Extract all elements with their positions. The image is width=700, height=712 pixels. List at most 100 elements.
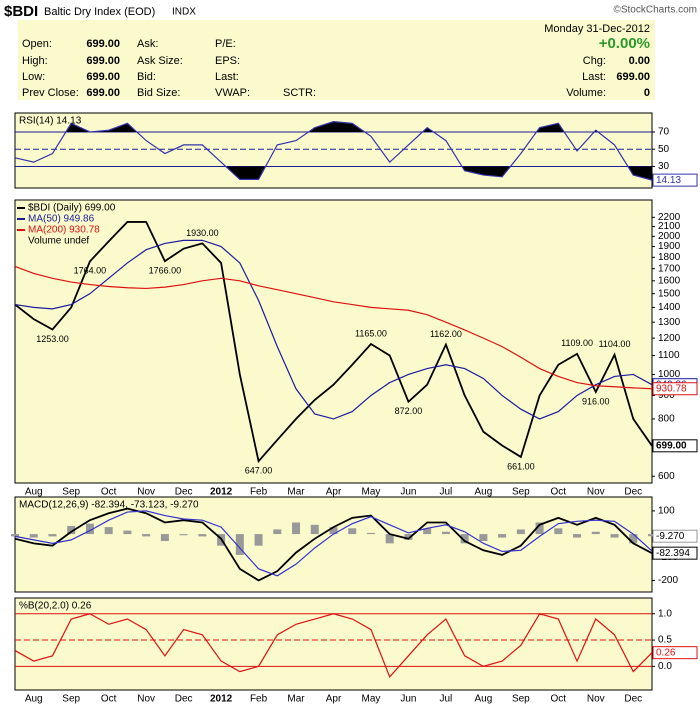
histogram-bar (610, 534, 619, 538)
series-line (14, 613, 653, 678)
x-tick-label: Sep (62, 694, 80, 705)
quote-label: Bid: (137, 71, 156, 83)
quote-label: Ask: (137, 38, 158, 50)
histogram-bar (385, 534, 394, 544)
x-tick-label: Aug (25, 694, 43, 705)
histogram-bar (142, 534, 151, 537)
data-label: 1104.00 (599, 339, 631, 349)
histogram-bar (498, 534, 507, 538)
last-value-label: 699.00 (656, 440, 687, 451)
x-tick-label: Aug (474, 487, 492, 498)
quote-value: 699.00 (616, 71, 650, 83)
x-tick-label: Oct (101, 694, 117, 705)
last-value-label: 14.13 (656, 175, 681, 186)
histogram-bar (198, 534, 207, 537)
y-tick-label: 900 (658, 390, 675, 401)
data-label: 1162.00 (430, 329, 462, 339)
x-tick-label: Nov (587, 694, 605, 705)
histogram-bar (441, 531, 450, 535)
y-tick-label: 2100 (658, 221, 681, 232)
y-tick-label: 2200 (658, 212, 681, 223)
last-value-label: 930.78 (656, 383, 687, 394)
histogram-bar (310, 524, 319, 535)
x-tick-label: Jun (400, 487, 416, 498)
y-tick-label: -200 (658, 575, 678, 586)
quote-label: Prev Close: (22, 87, 79, 99)
legend-entry: $BDI (Daily) 699.00 (28, 203, 116, 214)
histogram-bar (254, 534, 263, 546)
quote-label: Chg: (583, 55, 606, 67)
x-tick-label: Jun (400, 694, 416, 705)
histogram-bar (404, 534, 413, 540)
histogram-bar (366, 532, 375, 535)
quote-label: Last: (215, 71, 239, 83)
credit: ©StockCharts.com (613, 5, 697, 16)
panel (14, 199, 653, 484)
x-tick-label: Dec (624, 694, 642, 705)
y-tick-label: 1700 (658, 263, 681, 274)
y-tick-label: 1000 (658, 369, 681, 380)
y-tick-label: 70 (658, 127, 670, 138)
x-tick-label: Mar (287, 487, 305, 498)
data-label: 1253.00 (36, 334, 69, 344)
symbol-name: Baltic Dry Index (EOD) (44, 6, 155, 18)
quote-value: 699.00 (86, 71, 120, 83)
y-tick-label: 0.0 (658, 661, 672, 672)
y-tick-label: 800 (658, 414, 675, 425)
y-tick-label: 30 (658, 161, 670, 172)
panel (14, 597, 653, 691)
histogram-bar (329, 527, 338, 535)
series-line (14, 510, 653, 577)
data-label: 872.00 (395, 406, 423, 416)
x-tick-label: 2012 (210, 694, 233, 705)
y-tick-label: 1500 (658, 288, 681, 299)
y-tick-label: 1300 (658, 317, 681, 328)
last-value-box (652, 529, 698, 543)
y-tick-label: 1800 (658, 252, 681, 263)
legend-text: MACD(12,26,9) -82.394, -73.123, -9.270 (19, 500, 199, 511)
series-line (14, 121, 653, 181)
histogram-bar (67, 525, 76, 535)
x-tick-label: Sep (512, 487, 530, 498)
data-label: 1766.00 (149, 266, 182, 276)
histogram-bar (48, 534, 57, 537)
histogram-bar (629, 534, 638, 544)
histogram-bar (104, 527, 113, 535)
legend-text: RSI(14) 14.13 (19, 116, 82, 127)
x-tick-label: Aug (474, 694, 492, 705)
data-label: 916.00 (582, 396, 610, 406)
x-tick-label: Dec (175, 694, 193, 705)
data-label: 1165.00 (355, 328, 387, 338)
last-value-label: -82.394 (656, 548, 690, 559)
quote-value: 699.00 (86, 87, 120, 99)
last-value-label: 0.26 (656, 647, 676, 658)
y-tick-label: 2000 (658, 231, 681, 242)
quote-value: 0.00 (629, 55, 650, 67)
last-value-box (652, 646, 698, 660)
histogram-bar (423, 528, 432, 535)
x-tick-label: Nov (587, 487, 605, 498)
x-tick-label: Apr (326, 487, 342, 498)
data-label: 1930.00 (186, 228, 219, 238)
x-tick-label: Jul (440, 487, 453, 498)
last-value-box (652, 173, 698, 187)
x-tick-label: Dec (175, 487, 193, 498)
legend-entry: MA(50) 949.86 (28, 214, 95, 225)
last-value-label: -9.270 (656, 531, 685, 542)
quote-value: 699.00 (86, 38, 120, 50)
y-tick-label: 1.0 (658, 608, 672, 619)
y-tick-label: 600 (658, 471, 675, 482)
series-line (14, 239, 653, 420)
quote-box (18, 20, 655, 100)
y-tick-label: 1200 (658, 333, 681, 344)
rsi-overbought-fill (65, 121, 598, 132)
histogram-bar (554, 528, 563, 535)
series-line (14, 221, 653, 464)
x-tick-label: Nov (137, 487, 155, 498)
histogram-bar (591, 531, 600, 535)
x-tick-label: Feb (250, 694, 268, 705)
x-tick-label: May (362, 487, 381, 498)
histogram-bar (123, 530, 132, 535)
histogram-bar (179, 534, 188, 536)
histogram-bar (479, 534, 488, 542)
